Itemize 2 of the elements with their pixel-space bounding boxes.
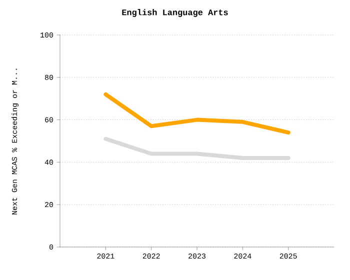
line-series [104,92,290,135]
chart-title: English Language Arts [122,9,228,17]
